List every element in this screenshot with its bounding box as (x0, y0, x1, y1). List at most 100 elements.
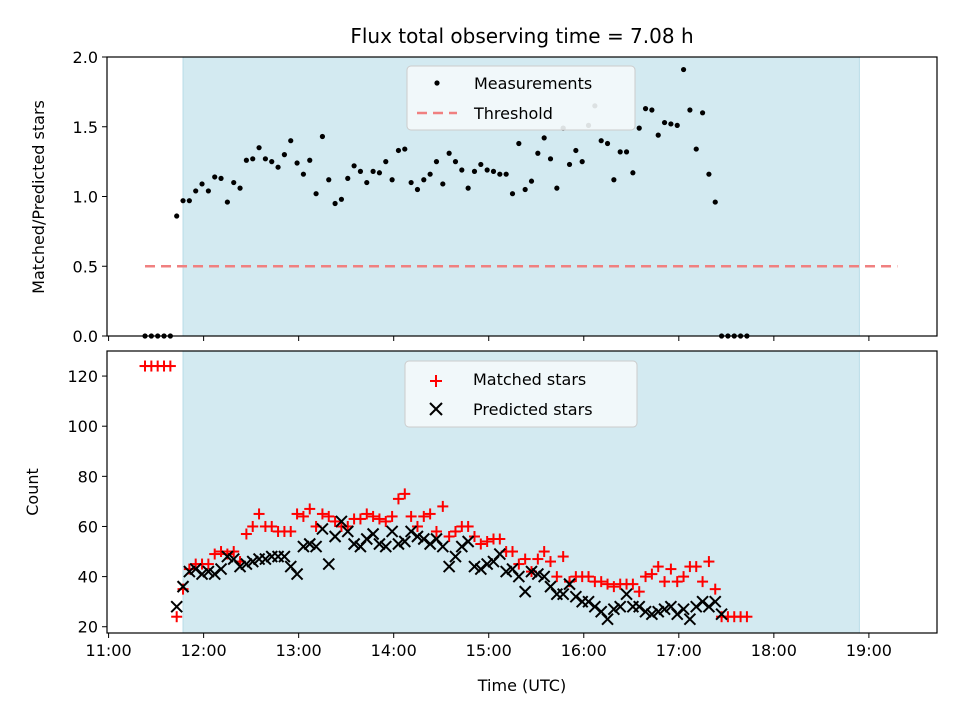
count-x-ticks: 11:00 12:00 13:00 14:00 15:00 16:00 17:00 18:00… (86, 633, 892, 660)
measurement-point (547, 156, 554, 162)
measurement-point (180, 198, 186, 204)
matched-star-point (671, 576, 683, 588)
x-tick-label: 17:00 (656, 641, 702, 660)
matched-star-point (430, 525, 442, 537)
matched-star-point (652, 561, 664, 573)
measurement-point (243, 157, 249, 163)
measurement-point (186, 198, 192, 204)
matched-star-point (449, 525, 461, 537)
measurement-point (699, 110, 706, 116)
matched-star-point (304, 503, 316, 515)
predicted-star-point (290, 567, 304, 581)
measurement-point (205, 188, 211, 194)
matched-star-point (380, 515, 392, 527)
predicted-star-point (715, 607, 728, 621)
measurement-point (528, 178, 535, 184)
predicted-star-point (563, 577, 576, 591)
measurement-point (421, 177, 427, 183)
measurement-point (193, 188, 199, 194)
measurement-point (623, 149, 630, 155)
measurement-point (364, 179, 370, 186)
matched-star-point (266, 520, 278, 532)
predicted-star-point (316, 522, 329, 536)
ratio-legend: Measurements Threshold (406, 65, 636, 131)
measurement-point (250, 156, 256, 162)
measurement-point (535, 150, 541, 156)
measurement-point (655, 132, 661, 138)
legend-measurements-label: Measurements (474, 74, 592, 93)
measurement-point (687, 107, 693, 113)
predicted-star-point (379, 540, 392, 553)
predicted-star-point (297, 540, 310, 553)
y-tick-label: 60 (78, 517, 98, 536)
predicted-star-point (176, 580, 190, 593)
predicted-star-point (525, 565, 538, 578)
matched-star-point (297, 510, 309, 522)
measurement-point (402, 146, 408, 152)
matched-star-point (608, 581, 620, 593)
predicted-star-point (677, 602, 690, 616)
matched-star-point (418, 510, 430, 522)
measurement-point (281, 152, 288, 158)
measurement-point (224, 199, 230, 205)
x-tick-label: 19:00 (846, 641, 892, 660)
predicted-star-point (341, 525, 354, 538)
predicted-star-point (214, 562, 228, 576)
predicted-star-point (183, 565, 196, 578)
measurement-point (357, 168, 364, 174)
measurement-point (509, 191, 516, 197)
matched-star-point (545, 556, 557, 568)
matched-star-point (583, 571, 595, 583)
predicted-star-point (322, 557, 335, 571)
measurement-point (294, 160, 300, 166)
measurement-point (262, 156, 268, 162)
predicted-star-point (246, 555, 259, 568)
measurement-point (389, 177, 395, 183)
matched-star-point (291, 508, 303, 520)
measurement-point (300, 171, 307, 177)
measurement-point (332, 200, 338, 207)
y-tick-label: 2.0 (73, 48, 98, 67)
measurement-point (636, 125, 642, 131)
measurement-point (611, 177, 617, 183)
measurement-point (199, 181, 205, 187)
predicted-star-point (449, 550, 462, 563)
matched-star-point (443, 530, 455, 542)
predicted-star-point (366, 527, 380, 541)
matched-star-point (209, 548, 221, 560)
measurement-point (630, 170, 636, 176)
measurement-point (598, 138, 604, 144)
measurement-point (566, 161, 573, 168)
measurement-point (693, 146, 699, 152)
matched-star-point (228, 546, 240, 558)
predicted-star-point (493, 547, 507, 561)
measurement-point (427, 171, 433, 177)
matched-star-point (354, 513, 366, 525)
measurement-point (642, 106, 649, 112)
x-tick-label: 14:00 (371, 641, 417, 660)
measurement-point (313, 191, 319, 197)
matched-star-point (437, 500, 449, 512)
matched-star-point (557, 551, 569, 563)
predicted-star-point (309, 540, 323, 553)
matched-star-point (551, 571, 563, 583)
measurement-point (579, 159, 585, 165)
matched-star-point (462, 520, 474, 532)
matched-star-point (538, 546, 550, 558)
matched-star-point (519, 553, 531, 565)
measurement-point (275, 164, 281, 170)
matched-star-point (602, 578, 614, 590)
predicted-star-point (233, 560, 247, 573)
y-tick-label: 80 (78, 467, 98, 486)
measurement-point (395, 147, 402, 154)
ratio-y-axis-label: Matched/Predicted stars (29, 100, 48, 294)
predicted-star-point (411, 530, 424, 543)
predicted-star-point (170, 600, 183, 613)
matched-star-point (373, 513, 385, 525)
matched-star-point (392, 493, 404, 505)
predicted-star-point (556, 587, 570, 601)
matched-star-point (640, 571, 652, 583)
measurement-point (307, 157, 313, 163)
legend-matched-label: Matched stars (473, 370, 586, 389)
